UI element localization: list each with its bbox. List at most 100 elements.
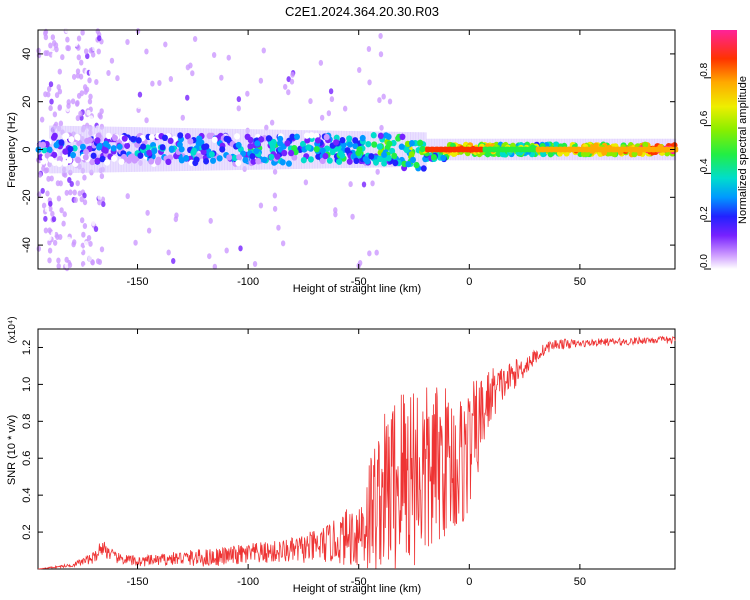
spectrogram-cell [68, 189, 73, 196]
colorbar-ticks: 0.0 0.2 0.4 0.6 0.8 [699, 62, 711, 270]
spectrogram-cell [137, 152, 144, 159]
top-x-tick-label: 0 [466, 276, 472, 288]
snr-panel: -150 -100 -50 0 50 0.2 0.4 0.6 0.8 1.0 1.2 Height… [6, 316, 676, 595]
spectrogram-halo [165, 127, 170, 172]
spectrogram-cell [339, 137, 346, 144]
spectrogram-cell [161, 134, 168, 142]
spectrogram-cell [68, 136, 75, 143]
spectrogram-cell [274, 153, 281, 160]
spectrogram-cell [99, 173, 105, 180]
spectrogram-halo [229, 128, 234, 171]
spectrogram-cell [178, 156, 185, 164]
spectrogram-cell [540, 150, 547, 158]
spectrogram-cell [304, 137, 311, 144]
spectrogram-cell [92, 188, 97, 195]
spectrogram-cell [165, 158, 172, 166]
spectrogram-core [473, 146, 480, 153]
spectrogram-halo [184, 128, 188, 171]
spectrogram-cell [51, 216, 57, 223]
spectrogram-cell [157, 80, 162, 87]
spectrogram-cell [242, 156, 249, 164]
spectrogram-cell [42, 64, 48, 71]
spectrogram-cell [145, 209, 150, 216]
spectrogram-cell [89, 250, 94, 257]
spectrogram-cell [250, 158, 257, 165]
spectrogram-cell [66, 102, 71, 109]
spectrogram-cell [83, 48, 89, 55]
colorbar-tick-label: 0.0 [699, 254, 710, 268]
spectrogram-cell [56, 263, 61, 270]
spectrogram-halo [126, 126, 130, 173]
spectrogram-cell [300, 156, 307, 164]
spectrogram-cell [86, 136, 93, 144]
spectrogram-core [540, 146, 546, 153]
spectrogram-cell [333, 139, 340, 146]
spectrogram-core [619, 146, 626, 153]
spectrogram-cell [56, 160, 63, 167]
spectrogram-cell [288, 149, 295, 157]
spectrogram-core [469, 146, 475, 153]
spectrogram-cell [50, 34, 56, 41]
spectrogram-cell [166, 249, 171, 256]
spectrogram-cell [90, 208, 95, 215]
spectrogram-cell [93, 225, 99, 232]
spectrogram-cell [258, 77, 264, 84]
spectrogram-core [663, 146, 670, 153]
spectrogram-cell [64, 262, 69, 269]
spectrogram-halo [123, 126, 127, 173]
spectrogram-cell [75, 115, 81, 122]
top-y-tick-label: -20 [21, 189, 33, 205]
spectrogram-halo [136, 127, 141, 172]
spectrogram-cell [357, 66, 362, 73]
spectrogram-halo [133, 127, 138, 172]
figure-title: C2E1.2024.364.20.30.R03 [285, 4, 439, 19]
top-x-tick-label: 50 [574, 276, 586, 288]
spectrogram-core [641, 146, 648, 153]
spectrogram-cell [346, 141, 353, 148]
spectrogram-cell [225, 98, 230, 105]
colorbar: 0.0 0.2 0.4 0.6 0.8 Normalized spectral ampl… [699, 30, 749, 270]
spectrogram-cell [289, 78, 295, 85]
spectrogram-cell [211, 51, 217, 58]
spectrogram-cell [41, 202, 47, 209]
spectrogram-core [486, 146, 493, 153]
spectrogram-cell [97, 35, 102, 42]
spectrogram-cell [385, 44, 391, 51]
spectrogram-cell [137, 91, 143, 98]
spectrogram-cell [208, 151, 215, 158]
spectrogram-core [602, 146, 608, 153]
spectrogram-cell [48, 105, 53, 112]
spectrogram-cell [71, 252, 77, 259]
spectrogram-cell [303, 132, 310, 139]
spectrogram-cell [206, 132, 213, 140]
snr-series-line [37, 335, 676, 570]
spectrogram-halo [370, 131, 374, 168]
spectrogram-cell [91, 220, 96, 227]
spectrogram-core [456, 146, 462, 153]
spectrogram-halo [213, 128, 218, 171]
spectrogram-core [513, 146, 520, 153]
spectrogram-cell [192, 76, 198, 83]
spectrogram-cell [94, 79, 99, 86]
spectrogram-halo [232, 128, 236, 171]
bottom-x-tick-label: 50 [574, 576, 586, 588]
spectrogram-cell [374, 249, 379, 256]
spectrogram-cell [60, 54, 65, 61]
spectrogram-cell [409, 156, 416, 164]
spectrogram-cell [66, 236, 72, 243]
spectrogram-cell [184, 133, 191, 140]
spectrogram-cell [547, 150, 554, 158]
spectrogram-cell [80, 203, 85, 210]
spectrogram-cell [148, 133, 155, 141]
spectrogram-cell [353, 157, 360, 165]
spectrogram-cell [144, 144, 151, 151]
spectrogram-cell [361, 181, 367, 188]
top-y-tick-label: -40 [21, 237, 33, 253]
spectrogram-cell [130, 135, 137, 143]
spectrogram-cell [67, 262, 73, 269]
spectrogram-cell [70, 98, 76, 105]
spectrogram-cell [109, 57, 115, 64]
spectrogram-cell [118, 158, 125, 165]
spectrogram-cell [88, 69, 94, 76]
spectrogram-cell [307, 156, 314, 163]
